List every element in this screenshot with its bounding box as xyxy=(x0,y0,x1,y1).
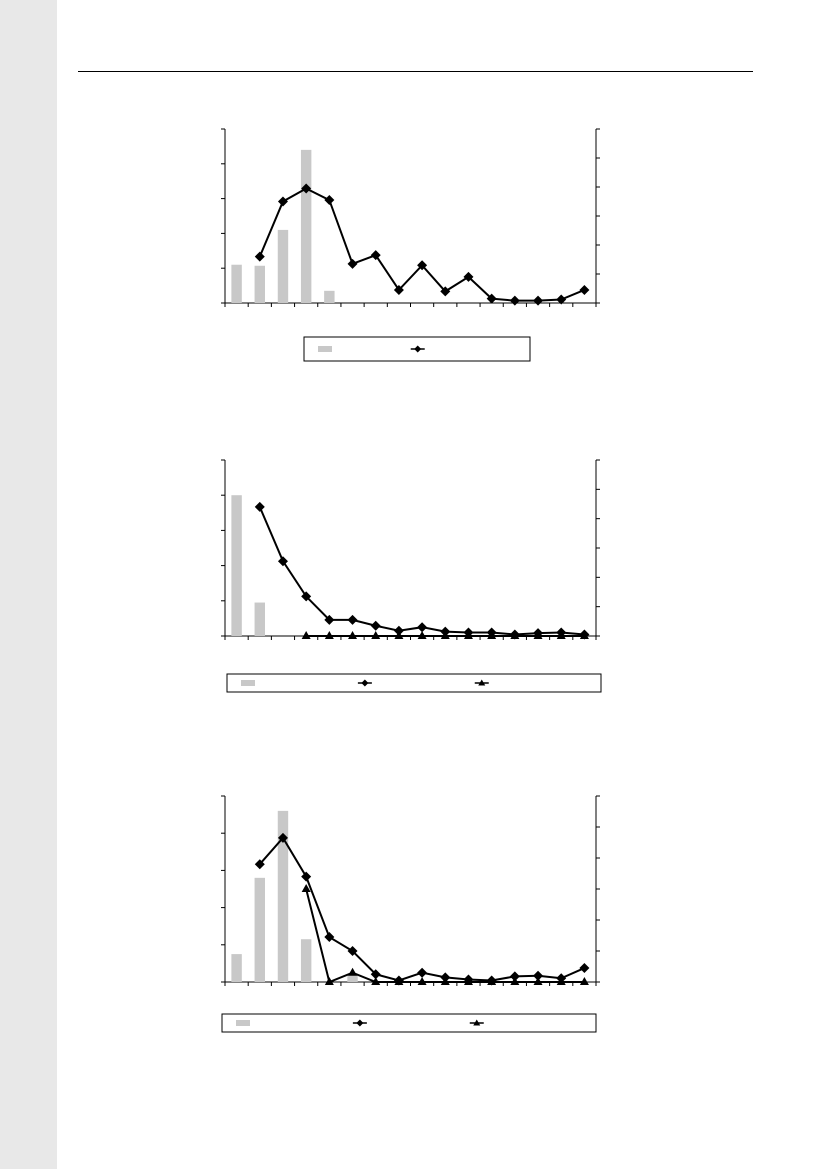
data-point-diamond xyxy=(533,970,544,981)
legend-marker-diamond xyxy=(356,1019,364,1027)
data-point-triangle xyxy=(440,977,450,985)
legend-box xyxy=(226,673,602,693)
data-point-diamond xyxy=(393,284,404,295)
data-point-diamond xyxy=(417,622,428,633)
data-point-diamond xyxy=(301,871,312,882)
data-point-diamond xyxy=(417,967,428,978)
series-line-triangle xyxy=(305,888,585,984)
data-point-triangle xyxy=(463,977,473,985)
data-point-diamond xyxy=(486,293,497,304)
data-point-triangle xyxy=(371,977,381,985)
data-point-triangle xyxy=(417,977,427,985)
data-point-triangle xyxy=(348,631,358,639)
bar xyxy=(324,290,335,303)
data-point-triangle xyxy=(324,631,334,639)
legend-marker-triangle xyxy=(473,1019,481,1026)
data-point-triangle xyxy=(394,977,404,985)
data-point-diamond xyxy=(533,295,544,306)
legend-swatch-bar xyxy=(241,680,255,686)
bar xyxy=(300,939,312,982)
bar xyxy=(300,149,312,303)
data-point-diamond xyxy=(277,556,288,567)
data-point-diamond xyxy=(463,271,474,282)
data-point-triangle xyxy=(510,977,520,985)
page-margin-band xyxy=(0,0,57,1169)
legend-marker-diamond xyxy=(414,345,422,353)
data-point-diamond xyxy=(440,286,451,297)
bar xyxy=(277,229,289,303)
data-point-diamond xyxy=(277,832,288,843)
data-point-diamond xyxy=(347,614,358,625)
data-point-diamond xyxy=(254,501,265,512)
data-point-triangle xyxy=(579,977,589,985)
legend-swatch-bar xyxy=(236,1020,250,1026)
data-point-triangle xyxy=(510,631,520,639)
legend-marker-diamond xyxy=(361,679,369,687)
bar xyxy=(254,877,265,982)
data-point-triangle xyxy=(579,631,589,639)
bar xyxy=(254,265,265,303)
data-point-diamond xyxy=(347,946,358,956)
data-point-diamond xyxy=(579,284,590,295)
bar xyxy=(231,954,242,982)
data-point-diamond xyxy=(254,859,265,870)
data-point-diamond xyxy=(324,195,335,206)
data-point-triangle xyxy=(556,977,566,985)
data-point-triangle xyxy=(301,631,311,639)
data-point-diamond xyxy=(556,294,567,305)
bar xyxy=(277,810,289,982)
data-point-triangle xyxy=(533,631,543,639)
data-point-triangle xyxy=(301,884,311,892)
data-point-diamond xyxy=(393,625,404,636)
data-point-diamond xyxy=(509,971,520,982)
data-point-triangle xyxy=(487,631,497,639)
data-point-diamond xyxy=(324,614,335,625)
data-point-diamond xyxy=(324,932,335,943)
data-point-triangle xyxy=(533,977,543,985)
bar xyxy=(231,495,242,636)
data-point-triangle xyxy=(463,631,473,639)
data-point-diamond xyxy=(277,196,288,207)
data-point-diamond xyxy=(509,295,520,306)
data-point-triangle xyxy=(348,967,358,976)
data-point-diamond xyxy=(347,258,358,269)
legend-marker-triangle xyxy=(478,679,486,686)
data-point-diamond xyxy=(417,260,428,271)
data-point-diamond xyxy=(579,963,590,974)
data-point-triangle xyxy=(324,977,334,985)
data-point-triangle xyxy=(394,631,404,639)
data-point-triangle xyxy=(556,631,566,639)
data-point-diamond xyxy=(301,591,312,602)
series-line-diamond xyxy=(258,506,585,636)
data-point-diamond xyxy=(254,251,265,262)
header-rule xyxy=(78,71,753,72)
data-point-diamond xyxy=(370,969,381,980)
data-point-diamond xyxy=(370,620,381,631)
data-point-diamond xyxy=(370,250,381,261)
legend-box xyxy=(221,1013,597,1033)
data-point-triangle xyxy=(417,631,427,639)
bar xyxy=(231,264,242,303)
data-point-triangle xyxy=(487,977,497,985)
bar xyxy=(254,602,265,636)
data-point-triangle xyxy=(440,631,450,639)
data-point-triangle xyxy=(371,631,381,639)
legend-swatch-bar xyxy=(318,346,332,352)
data-point-diamond xyxy=(301,183,312,194)
bar xyxy=(347,974,358,982)
